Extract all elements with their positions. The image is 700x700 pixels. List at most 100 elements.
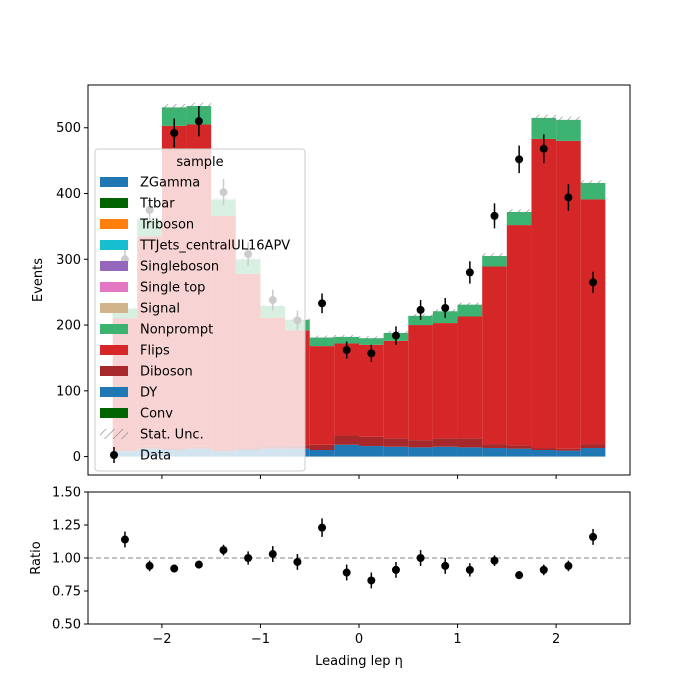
- stack-bar-diboson-bin-17: [531, 448, 557, 451]
- stack-bar-diboson-bin-8: [309, 444, 335, 451]
- x-tick-label: 1: [453, 632, 461, 647]
- ratio-point: [318, 523, 327, 532]
- legend: sample ZGamma Ttbar Triboson TTJets_centralU…: [94, 148, 306, 472]
- legend-label-singleboson: Singleboson: [140, 260, 219, 275]
- legend-label-zgamma: ZGamma: [140, 176, 200, 191]
- legend-swatch-single-top: [100, 282, 128, 292]
- stack-bar-nonprompt-bin-10: [359, 338, 384, 345]
- stack-bar-diboson-bin-18: [556, 448, 581, 451]
- ratio-point: [589, 532, 598, 541]
- ratio-point: [367, 576, 376, 585]
- legend-box: [94, 148, 306, 472]
- legend-swatch-conv: [100, 408, 128, 418]
- ratio-point: [293, 557, 302, 566]
- stack-bar-diboson-bin-19: [580, 444, 606, 449]
- ratio-point: [170, 564, 179, 573]
- legend-swatch-singleboson: [100, 261, 128, 271]
- data-point: [465, 268, 474, 277]
- stack-bar-nonprompt-bin-8: [309, 337, 335, 347]
- data-point: [391, 331, 400, 340]
- x-tick-label: −1: [251, 632, 270, 647]
- y-tick-label: 0: [73, 450, 81, 465]
- data-point: [367, 349, 376, 358]
- stat-unc-band-bin-10: [359, 336, 384, 341]
- ratio-point: [120, 535, 129, 544]
- stat-unc-band-bin-16: [506, 209, 532, 215]
- data-point: [342, 346, 351, 355]
- stat-unc-band-bin-2: [161, 104, 187, 111]
- stack-bar-nonprompt-bin-9: [334, 336, 359, 344]
- data-point: [194, 117, 203, 126]
- stack-bar-dy-bin-8: [309, 450, 335, 457]
- stack-bar-dy-bin-11: [383, 446, 409, 457]
- legend-label-dy: DY: [140, 386, 157, 401]
- stat-unc-band-bin-18: [556, 116, 581, 124]
- ratio-point: [515, 571, 524, 580]
- ratio-plot-frame: [87, 491, 631, 625]
- legend-swatch-flips: [100, 345, 128, 355]
- main-y-axis-label: Events: [31, 258, 46, 302]
- stack-bar-flips-bin-9: [334, 343, 359, 436]
- data-point: [564, 193, 573, 202]
- ratio-y-tick-label: 0.50: [52, 618, 81, 633]
- legend-label-nonprompt: Nonprompt: [140, 323, 213, 338]
- legend-label-ttbar: Ttbar: [139, 197, 175, 212]
- ratio-panel: 0.50 0.75 1.00 1.25 1.50 −2 −1 0 1 2 Ratio Leadi…: [29, 486, 631, 669]
- stat-unc-band-bin-19: [580, 180, 606, 186]
- ratio-point: [391, 565, 400, 574]
- stack-bar-flips-bin-16: [506, 225, 532, 446]
- stack-bar-dy-bin-12: [408, 447, 433, 457]
- legend-marker-data: [110, 451, 118, 459]
- stack-bar-diboson-bin-14: [457, 438, 483, 448]
- legend-swatch-dy: [100, 387, 128, 397]
- x-tick-label: −2: [152, 632, 171, 647]
- legend-label-data: Data: [140, 449, 171, 464]
- stack-bar-nonprompt-bin-16: [506, 211, 532, 226]
- data-point: [515, 155, 524, 164]
- data-point: [490, 211, 499, 220]
- stack-bar-flips-bin-11: [383, 340, 409, 439]
- ratio-point: [539, 565, 548, 574]
- ratio-point: [145, 561, 154, 570]
- legend-swatch-zgamma: [100, 177, 128, 187]
- stack-bar-flips-bin-15: [482, 266, 507, 445]
- y-tick-label: 100: [56, 384, 81, 399]
- ratio-point: [194, 560, 203, 569]
- stack-bar-dy-bin-14: [457, 447, 483, 457]
- legend-label-diboson: Diboson: [140, 365, 193, 380]
- stack-bar-diboson-bin-15: [482, 444, 507, 449]
- ratio-point: [441, 561, 450, 570]
- stack-bar-diboson-bin-16: [506, 445, 532, 449]
- stack-bar-dy-bin-16: [506, 448, 532, 457]
- stack-bar-dy-bin-18: [556, 450, 581, 457]
- x-axis-label: Leading lep η: [315, 654, 403, 669]
- legend-label-triboson: Triboson: [139, 218, 194, 233]
- data-point: [170, 129, 179, 138]
- legend-swatch-signal: [100, 303, 128, 313]
- legend-swatch-ttjets-centralul16apv: [100, 240, 128, 250]
- stack-bar-nonprompt-bin-12: [408, 315, 433, 326]
- stack-bar-flips-bin-14: [457, 316, 483, 439]
- ratio-y-tick-label: 1.25: [52, 519, 81, 534]
- stack-bar-dy-bin-15: [482, 448, 507, 457]
- ratio-point: [342, 568, 351, 577]
- y-tick-label: 200: [56, 319, 81, 334]
- stat-unc-band-bin-15: [482, 253, 507, 259]
- main-plot-frame: [87, 84, 631, 476]
- ratio-point: [490, 556, 499, 565]
- stack-bar-flips-bin-17: [531, 138, 557, 449]
- stack-bar-diboson-bin-13: [432, 438, 458, 447]
- stat-unc-band-bin-17: [531, 114, 557, 122]
- ratio-y-tick-label: 1.00: [52, 552, 81, 567]
- stat-unc-band-bin-14: [457, 302, 483, 307]
- legend-swatch-diboson: [100, 366, 128, 376]
- ratio-point: [219, 546, 228, 555]
- ratio-y-tick-label: 0.75: [52, 585, 81, 600]
- y-tick-label: 500: [56, 121, 81, 136]
- stack-bar-diboson-bin-11: [383, 438, 409, 447]
- stack-bar-dy-bin-19: [580, 448, 606, 457]
- stack-bar-nonprompt-bin-19: [580, 182, 606, 200]
- stack-bar-dy-bin-10: [359, 446, 384, 457]
- legend-swatch-nonprompt: [100, 324, 128, 334]
